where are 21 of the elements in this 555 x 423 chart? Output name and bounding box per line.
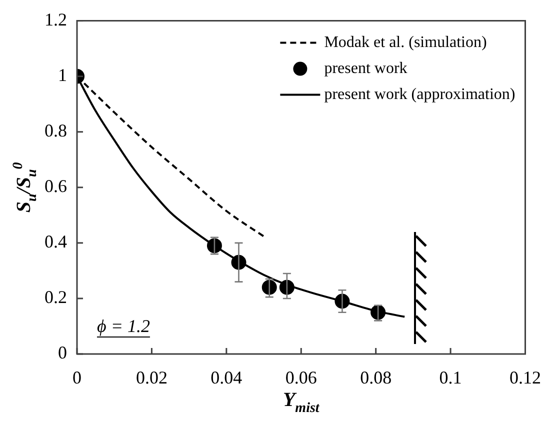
x-tick-label: 0.12 (510, 368, 541, 388)
annotation: ϕ = 1.2 (97, 316, 150, 336)
x-tick-label: 0.02 (136, 368, 168, 388)
x-tick-label: 0.08 (360, 368, 392, 388)
y-tick-label: 0.6 (44, 176, 67, 196)
x-tick-label: 0.06 (285, 368, 317, 388)
y-tick-label: 1 (58, 65, 67, 86)
y-tick-label: 0.2 (44, 287, 67, 308)
x-tick-label: 0 (72, 368, 82, 388)
y-tick-label: 0 (58, 342, 67, 363)
point (279, 280, 294, 295)
x-tick-label: 0.04 (210, 368, 242, 388)
legend-label: Modak et al. (simulation) (324, 34, 487, 52)
legend-label: present work (approximation) (324, 86, 516, 104)
y-axis-title: Su/Su0 (11, 162, 40, 213)
point (206, 238, 222, 254)
legend-label: present work (324, 60, 408, 78)
y-tick-label: 0.4 (44, 232, 67, 252)
y-tick-label: 1.2 (44, 10, 67, 30)
y-tick-label: 0.8 (44, 120, 67, 141)
x-tick-label: 0.1 (439, 368, 462, 388)
